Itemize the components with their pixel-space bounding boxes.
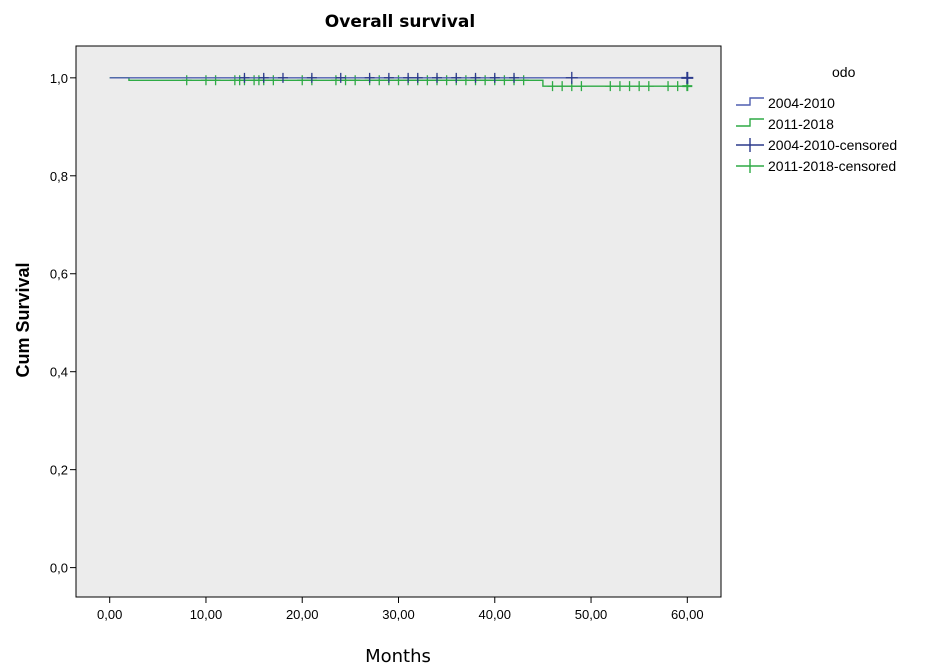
plot-area <box>75 45 722 598</box>
censored-marker <box>340 75 351 86</box>
y-axis: 0,0 0,2 0,4 0,6 0,8 1,0 <box>50 71 76 576</box>
censored-marker <box>297 75 308 86</box>
censored-marker <box>634 81 645 92</box>
legend-entry-label: 2011-2018 <box>768 116 834 132</box>
censored-marker <box>210 75 221 86</box>
x-tick-label: 60,00 <box>671 607 704 622</box>
legend-title: odo <box>832 64 856 80</box>
censored-marker <box>663 81 674 92</box>
censored-marker <box>614 81 625 92</box>
censored-marker <box>403 72 414 83</box>
legend-entry-label: 2004-2010 <box>768 95 835 111</box>
y-tick-label: 0,8 <box>50 169 68 184</box>
censored-marker <box>624 81 635 92</box>
censored-marker <box>268 75 279 86</box>
censored-marker <box>565 71 578 84</box>
censored-marker <box>509 72 520 83</box>
series-2004-2010 <box>109 71 694 84</box>
censored-marker <box>239 72 250 83</box>
censored-marker <box>547 81 558 92</box>
censored-marker <box>330 75 341 86</box>
censored-marker <box>432 72 443 83</box>
censored-marker <box>460 75 471 86</box>
x-tick-label: 10,00 <box>190 607 223 622</box>
censored-marker <box>557 81 568 92</box>
censored-marker <box>681 71 694 84</box>
y-tick-label: 0,4 <box>50 365 68 380</box>
censored-marker <box>605 81 616 92</box>
censored-marker <box>258 72 269 83</box>
censored-marker <box>335 72 346 83</box>
x-tick-label: 50,00 <box>575 607 608 622</box>
legend-swatch-censored <box>736 138 764 152</box>
censored-marker <box>499 75 510 86</box>
legend-swatch-step <box>736 118 764 127</box>
legend-swatch-censored <box>736 159 764 173</box>
censored-marker <box>480 75 491 86</box>
censored-marker <box>374 75 385 86</box>
y-tick-label: 0,6 <box>50 267 68 282</box>
censored-marker <box>470 72 481 83</box>
censored-marker <box>451 72 462 83</box>
legend: odo 2004-2010 2011-2018 2004-2010-censored 2… <box>736 64 897 174</box>
censored-marker <box>412 72 423 83</box>
censored-marker <box>422 75 433 86</box>
x-tick-label: 40,00 <box>478 607 511 622</box>
x-tick-label: 0,00 <box>97 607 122 622</box>
series-layer <box>109 71 694 92</box>
censored-marker <box>518 75 529 86</box>
y-tick-label: 0,2 <box>50 463 68 478</box>
censored-marker <box>277 72 288 83</box>
censored-marker <box>672 81 683 92</box>
censored-marker <box>576 81 587 92</box>
x-axis-label: Months <box>365 646 431 667</box>
censored-marker <box>364 72 375 83</box>
x-tick-label: 20,00 <box>286 607 319 622</box>
censored-marker <box>200 75 211 86</box>
legend-swatch-step <box>736 97 764 106</box>
x-tick-label: 30,00 <box>382 607 415 622</box>
x-axis: 0,00 10,00 20,00 30,00 40,00 50,00 60,00 <box>97 597 704 622</box>
y-axis-label: Cum Survival <box>13 262 33 377</box>
censored-marker <box>643 81 654 92</box>
y-tick-label: 0,0 <box>50 561 68 576</box>
legend-entry-label: 2004-2010-censored <box>768 137 897 153</box>
censored-marker <box>441 75 452 86</box>
censored-marker <box>393 75 404 86</box>
censored-marker <box>350 75 361 86</box>
chart-title: Overall survival <box>325 12 475 32</box>
censored-marker <box>306 72 317 83</box>
censored-marker <box>181 75 192 86</box>
censored-marker <box>383 72 394 83</box>
censored-marker <box>489 72 500 83</box>
legend-entry-label: 2011-2018-censored <box>768 158 896 174</box>
y-tick-label: 1,0 <box>50 71 68 86</box>
